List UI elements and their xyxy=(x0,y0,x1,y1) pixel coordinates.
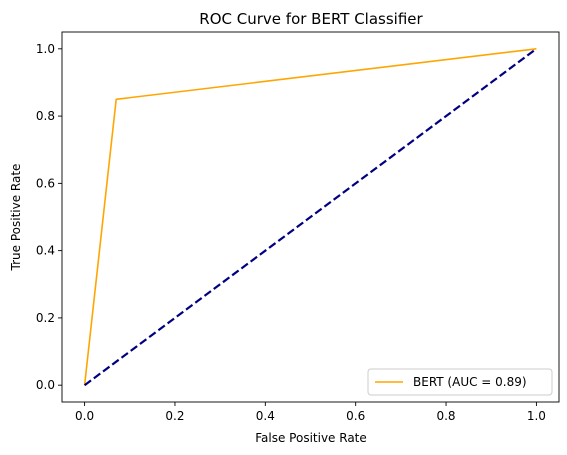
legend-box xyxy=(367,368,553,396)
y-axis-ticks: 0.0 0.2 0.4 0.6 0.8 1.0 xyxy=(36,42,62,392)
legend: BERT (AUC = 0.89) xyxy=(367,368,553,396)
x-axis-ticks: 0.0 0.2 0.4 0.6 0.8 1.0 xyxy=(75,402,546,423)
plot-frame xyxy=(61,31,560,403)
x-tick-label: 0.0 xyxy=(75,409,94,423)
x-tick-label: 0.4 xyxy=(256,409,275,423)
x-tick-label: 0.8 xyxy=(436,409,455,423)
y-tick-label: 0.0 xyxy=(36,378,55,392)
chance-diagonal-line xyxy=(83,47,538,387)
x-tick-label: 1.0 xyxy=(527,409,546,423)
y-tick-label: 0.2 xyxy=(36,311,55,325)
y-axis-label: True Positive Rate xyxy=(9,164,23,272)
x-tick-label: 0.2 xyxy=(165,409,184,423)
legend-label: BERT (AUC = 0.89) xyxy=(413,375,527,389)
y-tick-label: 0.6 xyxy=(36,176,55,190)
chart-title: ROC Curve for BERT Classifier xyxy=(199,10,423,28)
x-axis-label: False Positive Rate xyxy=(255,431,367,445)
y-tick-label: 1.0 xyxy=(36,42,55,56)
plot-lines xyxy=(83,47,538,387)
x-tick-label: 0.6 xyxy=(346,409,365,423)
roc-curve-line xyxy=(83,48,537,386)
y-tick-label: 0.4 xyxy=(36,244,55,258)
y-tick-label: 0.8 xyxy=(36,109,55,123)
